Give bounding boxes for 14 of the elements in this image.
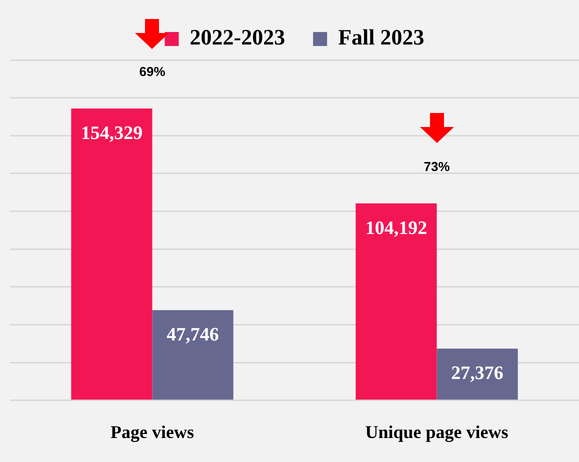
legend-label: Fall 2023 [338, 24, 424, 50]
legend-label: 2022-2023 [190, 24, 286, 50]
data-label: 104,192 [365, 218, 428, 239]
bar [71, 108, 152, 400]
bar [436, 348, 518, 400]
x-tick-label: Page views [110, 422, 194, 442]
bar [152, 310, 234, 400]
bar [356, 203, 437, 400]
data-label: 27,376 [451, 363, 504, 384]
data-label: 154,329 [80, 122, 143, 144]
data-label: 47,746 [166, 324, 219, 346]
annotation: 73% [424, 158, 450, 174]
x-tick-label: Unique page views [365, 422, 508, 442]
text: 69% [139, 64, 166, 80]
